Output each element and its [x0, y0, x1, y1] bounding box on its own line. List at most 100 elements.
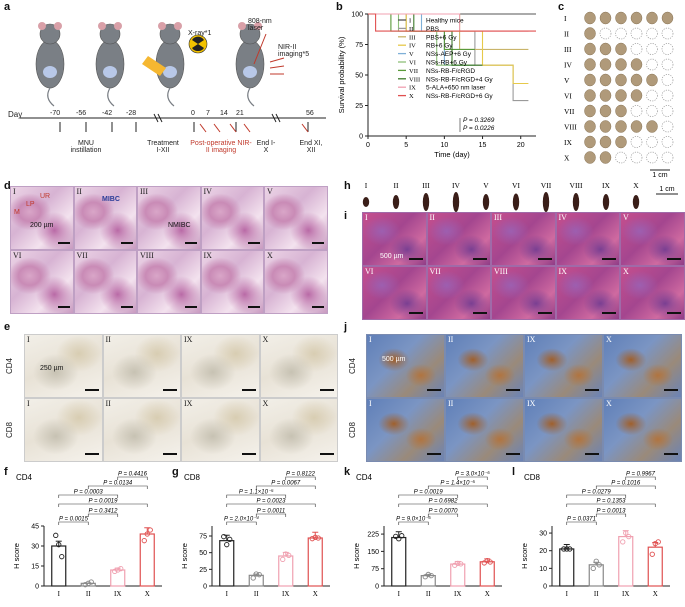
empty-slot	[630, 151, 643, 164]
tile-label: IX	[184, 335, 193, 344]
data-point	[227, 536, 233, 542]
day-label: Day	[8, 110, 23, 119]
row-label: II	[564, 30, 569, 39]
ihc-tile	[102, 334, 181, 398]
spleen-ihc-tile	[603, 398, 682, 462]
spleen-ihc-tile	[366, 398, 445, 462]
panel-letter-f: f	[4, 466, 8, 478]
empty-slot	[661, 74, 674, 86]
bar-I	[219, 540, 235, 587]
scale-bar	[184, 306, 197, 308]
empty-slot	[646, 27, 658, 40]
category-label: IX	[114, 590, 121, 598]
survival-plot: 0 25 50 75 100 0 5 10 15 20 Time (day) Survival pro…	[337, 12, 536, 159]
day-tick: -56	[76, 110, 87, 117]
y-tick-label: 25	[355, 103, 363, 110]
legend-num: IV	[409, 43, 416, 50]
legend-name: RB+6 Gy	[426, 43, 453, 50]
data-point	[620, 539, 626, 545]
p-bracket	[566, 494, 627, 498]
data-point	[56, 542, 62, 548]
empty-slot	[630, 27, 643, 40]
empty-slot	[661, 27, 674, 40]
category-label: IX	[282, 590, 289, 598]
data-point	[623, 530, 629, 536]
legend-name: NSs-RB-F/cRGD+4 Gy	[426, 76, 493, 83]
data-point	[425, 571, 431, 578]
bladder-specimen	[599, 58, 612, 71]
day-tick: -42	[102, 110, 113, 117]
bladder-specimen	[615, 135, 627, 149]
p-bracket	[285, 476, 316, 480]
category-label: I	[58, 590, 61, 598]
panel-letter-c: c	[558, 1, 565, 13]
day-tick: -28	[126, 110, 137, 117]
row-label: X	[564, 154, 570, 163]
bladder-specimen	[599, 104, 612, 118]
spleen-specimen	[422, 193, 430, 211]
legend-num: II	[409, 26, 413, 33]
bar-I	[391, 536, 407, 587]
row-label: V	[564, 76, 570, 85]
p-bracket	[58, 494, 119, 498]
data-point	[399, 533, 405, 539]
x-tick-label: 5	[404, 142, 408, 149]
day-tick: 14	[220, 110, 228, 117]
scale-bar	[473, 258, 487, 260]
tile-label: X	[606, 335, 612, 344]
tile-label: X	[606, 399, 612, 408]
data-point	[561, 546, 567, 552]
data-point	[53, 532, 59, 538]
category-label: IX	[454, 590, 461, 598]
empty-slot	[630, 105, 643, 117]
bladder-specimen	[630, 120, 643, 133]
p-value: P = 0.3412	[89, 509, 119, 515]
bar-X	[307, 537, 323, 587]
ihc-tile	[259, 398, 338, 462]
data-point	[593, 558, 599, 564]
bladder-specimen	[584, 120, 596, 133]
scale-bar	[585, 453, 599, 455]
bladder-specimen	[599, 151, 612, 164]
bladder-specimen	[615, 42, 627, 56]
scale-bar	[163, 453, 177, 455]
bladder-specimen	[630, 73, 643, 87]
bladder-specimen	[630, 11, 643, 25]
spleen-specimen	[452, 192, 460, 212]
p-bracket	[625, 476, 656, 480]
data-point	[649, 551, 655, 557]
data-point	[396, 536, 402, 542]
scale-bar	[320, 453, 334, 455]
xray-label: X-ray*1	[188, 30, 212, 37]
bladder-specimen	[646, 73, 658, 87]
row-label-cd4: CD4	[5, 357, 14, 374]
scale-bar	[506, 389, 520, 391]
scale-bar	[248, 306, 260, 308]
scale-label: 500 µm	[380, 253, 404, 260]
data-point	[112, 568, 118, 574]
m-label: M	[14, 209, 20, 216]
p-bracket	[226, 503, 316, 507]
y-tick-label: 0	[359, 134, 363, 141]
tile-label: X	[267, 251, 273, 260]
row-label: III	[564, 45, 572, 54]
p-value: P = 0.0067	[271, 481, 301, 487]
y-axis-label: H score	[352, 543, 361, 569]
y-tick-label: 0	[375, 584, 379, 591]
category-label: IX	[622, 590, 629, 598]
x-tick-label: 10	[440, 142, 448, 149]
scale-bar	[121, 306, 133, 308]
p-bracket	[566, 521, 597, 525]
row-label: VI	[564, 92, 572, 101]
y-axis-label: Survival probability (%)	[337, 36, 346, 113]
legend-name: NSs-RB-F/cRGD	[426, 68, 475, 75]
scale-label: 200 µm	[30, 222, 54, 229]
p-bracket	[566, 503, 656, 507]
empty-slot	[661, 136, 674, 148]
y-tick-label: 15	[31, 564, 39, 571]
x-tick-label: 15	[479, 142, 487, 149]
scale-bar	[248, 242, 260, 244]
spleen-specimen	[542, 192, 550, 212]
spleen-specimen	[362, 197, 370, 207]
